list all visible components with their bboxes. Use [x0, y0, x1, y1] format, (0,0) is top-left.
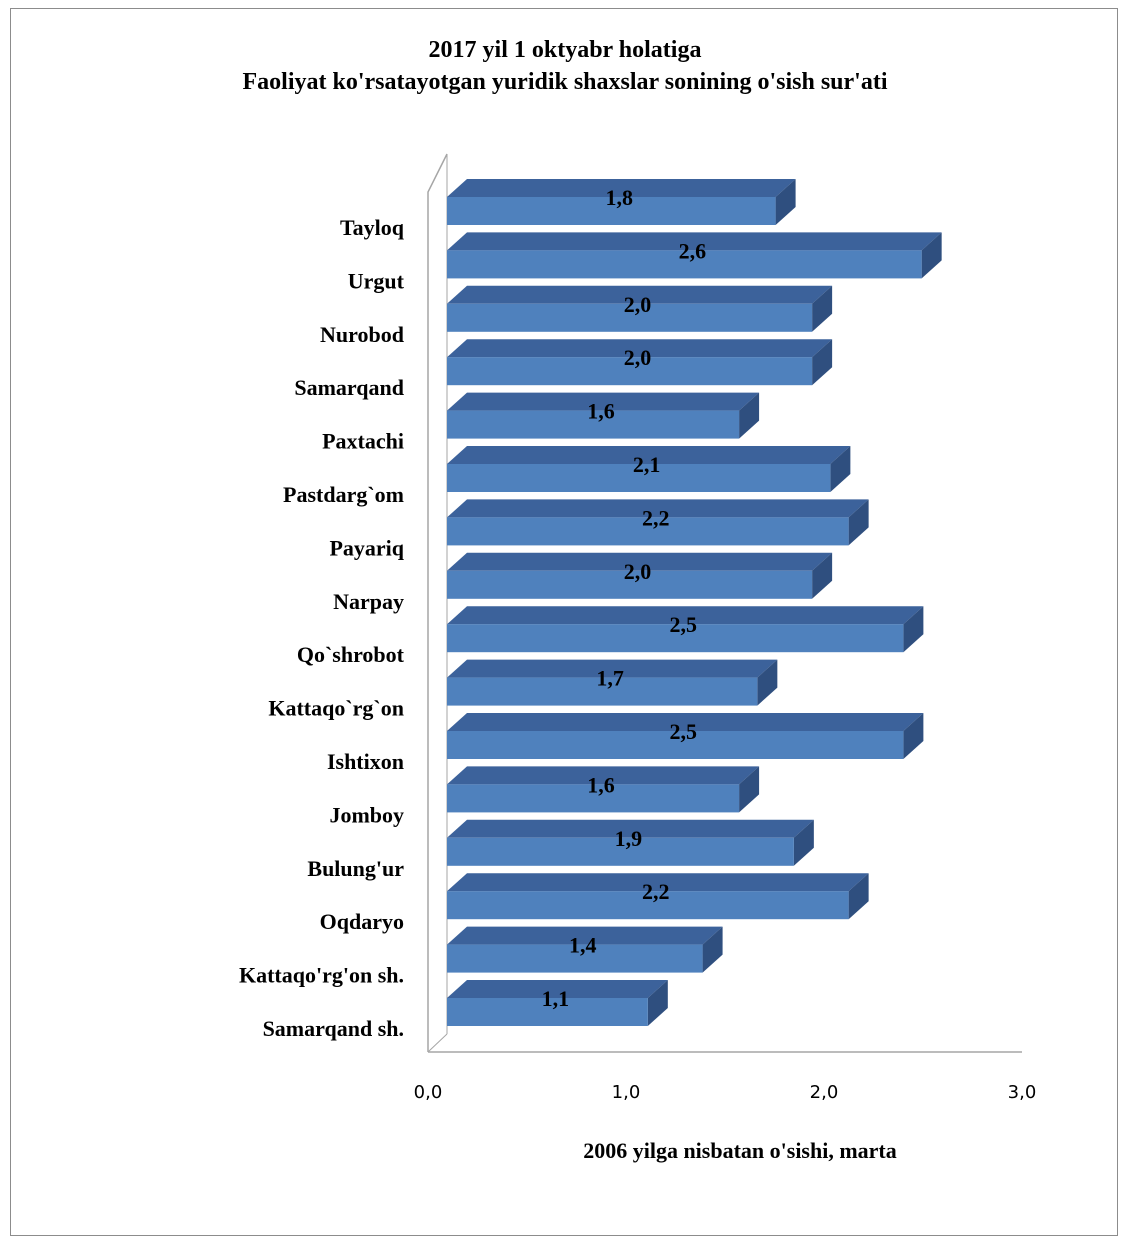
- bar-side-face: [812, 285, 833, 332]
- bar-top-face: [447, 339, 833, 358]
- bar: [447, 891, 849, 920]
- bar-side-face: [647, 980, 668, 1026]
- category-label: Nurobod: [320, 322, 404, 347]
- chart-title: 2017 yil 1 oktyabr holatiga Faoliyat ko'…: [0, 34, 1130, 98]
- bar: [447, 570, 813, 599]
- bar-side-face: [903, 606, 924, 653]
- bar-side-face: [848, 873, 869, 920]
- category-label: Kattaqo`rg`on: [268, 696, 404, 721]
- bar: [447, 944, 703, 973]
- bar-side-face: [775, 179, 796, 225]
- bar-top-face: [447, 713, 924, 731]
- bar-top-face: [447, 980, 668, 998]
- back-wall-edge: [427, 153, 448, 1052]
- bar: [447, 624, 904, 653]
- bar: [447, 998, 648, 1026]
- bar-value-label: 2,0: [624, 292, 652, 317]
- bar: [447, 410, 740, 439]
- category-label: Tayloq: [340, 215, 405, 240]
- category-label: Ishtixon: [327, 749, 404, 774]
- bar-value-label: 1,6: [587, 399, 615, 424]
- category-label: Qo`shrobot: [297, 642, 405, 667]
- bar-side-face: [830, 446, 851, 492]
- bar-value-label: 2,5: [669, 719, 697, 744]
- chart-title-line2: Faoliyat ko'rsatayotgan yuridik shaxslar…: [242, 69, 888, 95]
- bar-top-face: [447, 232, 942, 251]
- bar-value-label: 2,0: [624, 345, 652, 370]
- bar-top-face: [447, 446, 851, 464]
- x-axis-title: 2006 yilga nisbatan o'sishi, marta: [583, 1138, 897, 1163]
- bar: [447, 837, 794, 866]
- category-label: Kattaqo'rg'on sh.: [239, 963, 404, 988]
- category-label: Payariq: [329, 535, 404, 560]
- category-label: Urgut: [348, 268, 405, 293]
- bar-value-label: 2,1: [633, 452, 661, 477]
- bar-value-label: 2,2: [642, 879, 670, 904]
- category-label: Narpay: [333, 589, 404, 614]
- bar-value-label: 1,8: [606, 185, 634, 210]
- x-tick-label: 1,0: [612, 1082, 641, 1103]
- bar: [447, 357, 813, 386]
- bar-value-label: 1,7: [596, 666, 624, 691]
- bar-side-face: [848, 499, 869, 546]
- bar-top-face: [447, 392, 760, 411]
- bar: [447, 731, 904, 759]
- bar-value-label: 1,1: [542, 986, 570, 1011]
- x-tick-label: 2,0: [810, 1082, 839, 1103]
- bar: [447, 303, 813, 332]
- bar-value-label: 1,6: [587, 772, 615, 797]
- bar-top-face: [447, 819, 814, 838]
- category-label: Samarqand: [294, 375, 404, 400]
- bar-top-face: [447, 606, 924, 625]
- floor-edge: [427, 1033, 448, 1053]
- category-label: Samarqand sh.: [263, 1016, 404, 1041]
- bar-value-label: 1,9: [615, 826, 643, 851]
- x-tick-label: 0,0: [414, 1082, 443, 1103]
- bar: [447, 517, 849, 546]
- bar-side-face: [812, 552, 833, 599]
- category-label: Bulung'ur: [307, 856, 404, 881]
- bar: [447, 677, 758, 706]
- category-label: Jomboy: [329, 802, 404, 827]
- bar-top-face: [447, 179, 796, 197]
- bar-side-face: [757, 659, 778, 706]
- bar-value-label: 2,0: [624, 559, 652, 584]
- category-label: Paxtachi: [322, 429, 404, 454]
- bar-value-label: 2,6: [679, 238, 707, 263]
- bar-side-face: [739, 392, 760, 439]
- chart-title-line1: 2017 yil 1 oktyabr holatiga: [428, 37, 702, 63]
- bar-side-face: [903, 713, 924, 759]
- bar-top-face: [447, 285, 833, 304]
- bar-side-face: [793, 819, 814, 866]
- bar-side-face: [702, 926, 723, 973]
- bar: [447, 784, 740, 813]
- x-tick-label: 3,0: [1008, 1082, 1037, 1103]
- bar-value-label: 2,5: [669, 612, 697, 637]
- bar-side-face: [812, 339, 833, 386]
- bar-side-face: [739, 766, 760, 813]
- bar-top-face: [447, 552, 833, 571]
- bar: [447, 197, 776, 225]
- bar-top-face: [447, 926, 723, 945]
- bar-top-face: [447, 766, 760, 785]
- bar-top-face: [447, 659, 778, 678]
- bar-value-label: 2,2: [642, 505, 670, 530]
- bar-value-label: 1,4: [569, 933, 597, 958]
- bar-top-face: [447, 499, 869, 518]
- bar-top-face: [447, 873, 869, 892]
- category-label: Pastdarg`om: [283, 482, 404, 507]
- bar: [447, 250, 922, 279]
- bar-side-face: [921, 232, 942, 279]
- bar: [447, 464, 831, 492]
- category-label: Oqdaryo: [320, 909, 404, 934]
